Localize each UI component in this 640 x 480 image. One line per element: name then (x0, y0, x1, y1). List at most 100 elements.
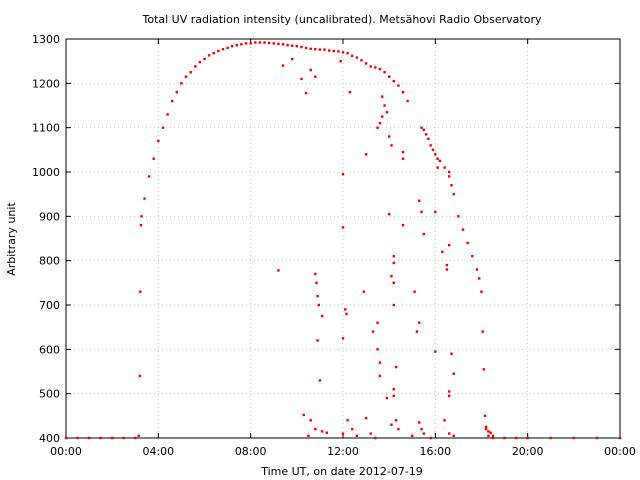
data-point (244, 42, 248, 45)
data-point (194, 65, 197, 68)
data-point (484, 427, 488, 431)
data-point (309, 68, 312, 72)
data-point (64, 436, 68, 440)
data-point (307, 434, 310, 437)
data-point (489, 431, 492, 434)
data-point (235, 44, 238, 47)
data-point (420, 210, 423, 214)
data-point (434, 153, 437, 156)
gridlines (66, 39, 620, 438)
data-point (457, 215, 460, 218)
data-point (341, 226, 345, 229)
data-point (345, 312, 348, 316)
data-point (445, 263, 449, 267)
data-point (300, 45, 303, 49)
data-point (448, 394, 451, 398)
data-point (99, 436, 102, 440)
data-point (420, 126, 423, 129)
data-point (411, 434, 414, 437)
data-point (549, 436, 552, 440)
data-point (291, 44, 294, 47)
data-point (526, 436, 529, 440)
x-tick-label: 00:00 (50, 445, 82, 458)
data-point (317, 303, 320, 307)
x-axis-label: Time UT, on date 2012-07-19 (260, 465, 423, 478)
data-point (341, 432, 345, 435)
data-point (378, 361, 382, 364)
data-point (514, 436, 518, 440)
data-point (392, 261, 395, 265)
data-point (315, 281, 318, 284)
data-point (364, 416, 368, 420)
data-point (392, 255, 395, 258)
data-point (401, 157, 405, 160)
data-point (341, 337, 345, 340)
data-point (344, 308, 347, 311)
data-point (374, 66, 377, 69)
x-tick-label: 08:00 (235, 445, 267, 458)
data-point (226, 46, 229, 50)
data-point (140, 215, 143, 218)
data-point (572, 436, 575, 440)
data-point (321, 314, 324, 318)
data-point (316, 339, 319, 342)
x-tick-label: 20:00 (512, 445, 544, 458)
data-point (302, 413, 305, 417)
data-point (401, 150, 405, 154)
data-point (304, 46, 308, 50)
data-point (198, 60, 202, 64)
data-point (503, 436, 506, 440)
data-point (376, 126, 379, 129)
data-point (461, 228, 465, 231)
data-point (378, 122, 382, 125)
data-point (304, 91, 308, 95)
data-point (385, 111, 389, 114)
data-point (161, 126, 165, 129)
data-point (346, 52, 349, 55)
data-point (277, 42, 280, 46)
data-point (418, 421, 421, 424)
data-point (427, 137, 430, 140)
data-point (286, 44, 289, 47)
data-point (166, 113, 169, 116)
data-point (371, 330, 375, 333)
data-point (413, 290, 416, 293)
data-point (138, 374, 142, 378)
data-point (388, 135, 391, 138)
data-point (483, 414, 487, 417)
data-point (346, 419, 349, 422)
data-point (231, 44, 234, 48)
data-point (452, 434, 455, 437)
data-point (482, 368, 485, 371)
data-point (76, 436, 79, 440)
data-point (397, 84, 400, 87)
data-point (325, 431, 328, 434)
data-point (295, 44, 298, 48)
data-point (300, 77, 303, 81)
data-point (471, 255, 474, 258)
data-point (291, 57, 294, 61)
data-point (475, 268, 479, 271)
data-point (277, 269, 280, 272)
data-point (448, 175, 451, 178)
y-tick-label: 1200 (32, 77, 60, 90)
data-point (212, 52, 215, 55)
data-point (184, 75, 188, 78)
data-point (87, 436, 91, 440)
data-point (111, 436, 114, 440)
data-point (401, 224, 405, 227)
data-point (374, 436, 377, 440)
data-point (466, 241, 469, 245)
data-point (362, 290, 365, 293)
data-point (388, 212, 391, 216)
data-point (390, 423, 393, 426)
data-point (390, 275, 393, 278)
data-point (355, 434, 359, 437)
data-point (383, 104, 386, 107)
data-point (254, 41, 257, 44)
data-point (249, 42, 252, 45)
y-tick-label: 800 (39, 255, 60, 268)
data-point (392, 394, 395, 398)
data-point (422, 432, 425, 435)
